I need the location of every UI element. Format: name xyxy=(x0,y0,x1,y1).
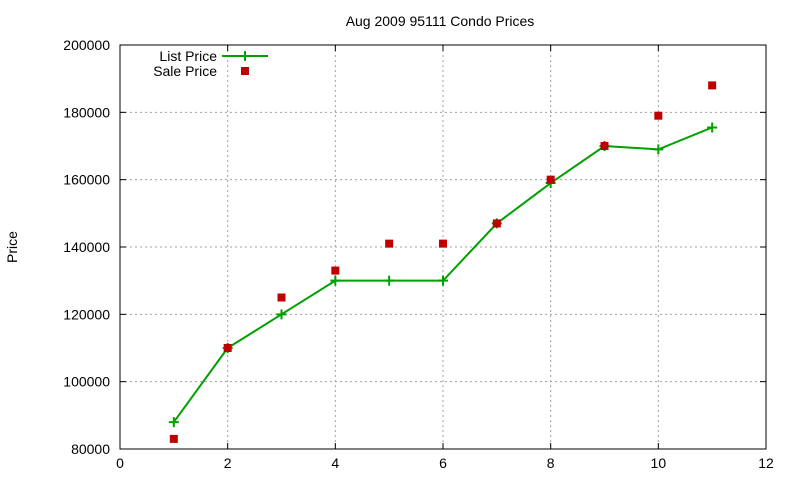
y-tick-label: 120000 xyxy=(63,306,110,322)
y-tick-label: 140000 xyxy=(63,239,110,255)
list-price-point xyxy=(438,275,448,286)
sale-price-point xyxy=(385,239,394,248)
x-tick-label: 8 xyxy=(547,455,555,471)
legend-marker-list-price xyxy=(240,51,250,61)
plot-series xyxy=(168,81,718,443)
sale-price-point xyxy=(223,344,232,352)
x-tick-label: 2 xyxy=(224,455,232,471)
chart-title: Aug 2009 95111 Condo Prices xyxy=(346,13,535,29)
x-tick-label: 10 xyxy=(651,455,667,471)
y-tick-label: 200000 xyxy=(63,37,110,53)
legend-label-sale-price: Sale Price xyxy=(153,63,217,79)
x-tick-label: 6 xyxy=(439,455,447,471)
plot-frame xyxy=(119,44,767,450)
y-tick-label: 160000 xyxy=(63,172,110,188)
axis-ticks: 0 2 4 6 8 10 12 80000 100000 120000 140000 160000 18… xyxy=(63,37,774,471)
y-tick-label: 180000 xyxy=(63,104,110,120)
list-price-point xyxy=(707,122,718,133)
x-tick-label: 12 xyxy=(758,455,774,471)
sale-price-point xyxy=(439,239,447,248)
list-price-point xyxy=(384,275,395,286)
list-price-point xyxy=(653,144,664,155)
list-price-point xyxy=(276,309,287,320)
sale-price-point xyxy=(546,175,555,184)
y-axis-label: Price xyxy=(4,231,20,263)
y-tick-label: 100000 xyxy=(63,374,110,390)
sale-price-point xyxy=(169,434,178,443)
sale-price-point xyxy=(654,111,663,120)
list-price-point xyxy=(330,275,341,286)
sale-price-point xyxy=(331,266,340,275)
x-tick-label: 4 xyxy=(331,455,339,471)
list-price-point xyxy=(168,417,179,428)
sale-price-point xyxy=(600,142,609,150)
x-tick-label: 0 xyxy=(116,455,124,471)
sale-price-point xyxy=(277,293,286,302)
sale-price-point xyxy=(708,81,717,90)
sale-price-point xyxy=(492,219,501,228)
legend: List Price Sale Price xyxy=(153,48,268,79)
legend-label-list-price: List Price xyxy=(159,48,217,64)
y-tick-label: 80000 xyxy=(71,441,110,457)
legend-marker-sale-price xyxy=(241,67,249,75)
